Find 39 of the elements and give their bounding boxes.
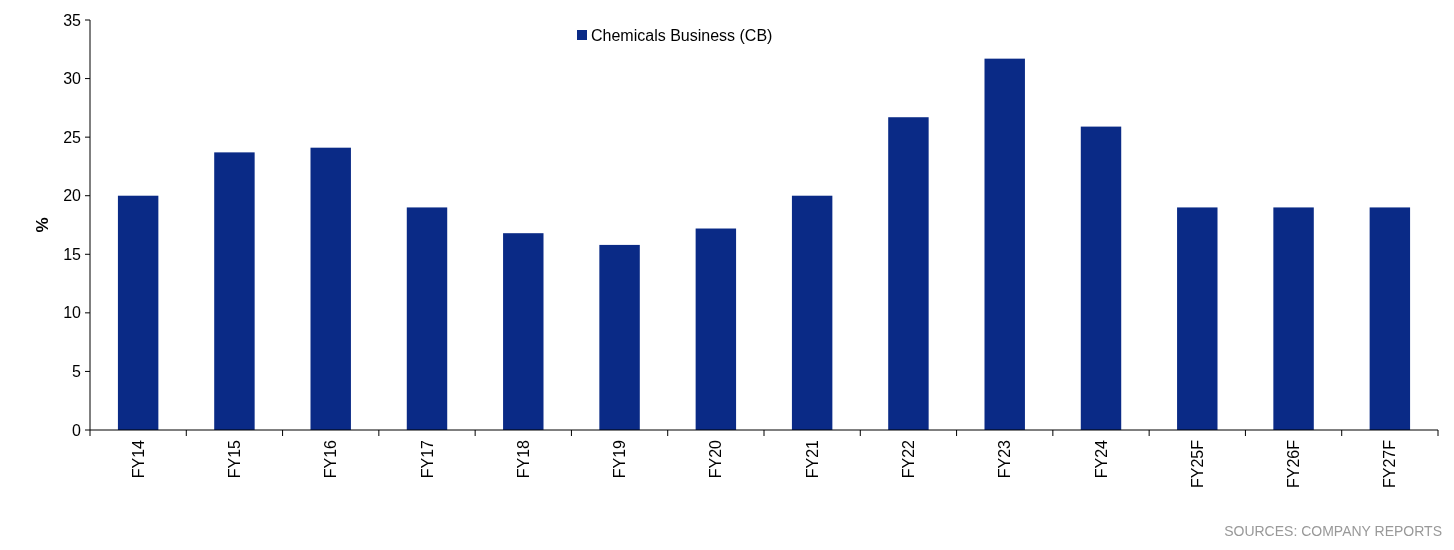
x-tick-label: FY17: [418, 439, 436, 479]
bar: [117, 195, 159, 430]
bar: [1080, 126, 1122, 430]
y-tick-label: 20: [63, 187, 82, 205]
legend-label: Chemicals Business (CB): [591, 26, 773, 44]
y-tick-label: 10: [63, 304, 82, 322]
x-tick-label: FY19: [611, 439, 629, 479]
bar: [1273, 207, 1314, 430]
x-tick-label: FY23: [996, 439, 1014, 479]
bar: [984, 58, 1025, 430]
y-tick-label: 15: [63, 245, 82, 263]
bar: [310, 147, 351, 430]
y-tick-label: 0: [72, 421, 82, 439]
bar: [1177, 207, 1218, 430]
x-tick-label: FY14: [129, 439, 147, 479]
x-tick-label: FY26F: [1285, 439, 1303, 489]
bar: [1369, 207, 1411, 430]
bar: [791, 195, 833, 430]
x-tick-label: FY27F: [1381, 439, 1399, 489]
x-tick-label: FY16: [322, 439, 340, 479]
bar: [503, 233, 544, 430]
bar: [599, 244, 640, 430]
bar: [406, 207, 448, 430]
bar: [214, 152, 255, 430]
x-tick-label: FY21: [803, 439, 821, 479]
bar: [695, 228, 737, 430]
y-tick-label: 25: [63, 128, 82, 146]
y-tick-label: 30: [63, 70, 82, 88]
x-tick-label: FY24: [1092, 439, 1110, 479]
x-tick-label: FY15: [226, 439, 244, 479]
x-tick-label: FY20: [707, 439, 725, 479]
source-note: SOURCES: COMPANY REPORTS: [1224, 523, 1442, 539]
x-tick-label: FY18: [514, 439, 532, 479]
x-tick-label: FY22: [900, 439, 918, 479]
y-tick-label: 5: [72, 363, 82, 381]
x-tick-label: FY25F: [1188, 439, 1206, 489]
y-axis-title: %: [33, 217, 52, 233]
bar: [888, 117, 929, 430]
y-tick-label: 35: [63, 11, 82, 29]
